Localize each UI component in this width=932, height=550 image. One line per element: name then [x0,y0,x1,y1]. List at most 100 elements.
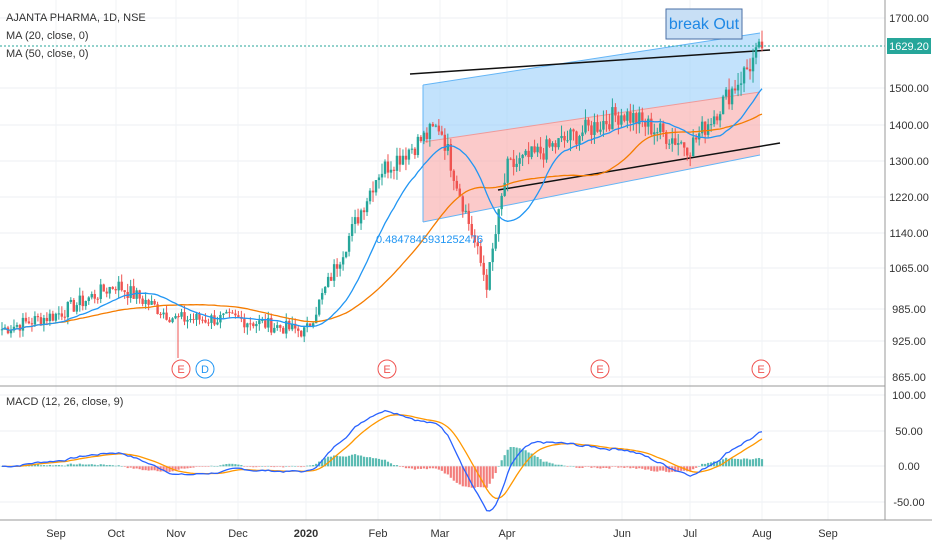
macd-tick-label: 0.00 [898,461,919,473]
macd-histogram-bar [596,466,599,469]
time-tick-label: 2020 [294,528,318,540]
macd-histogram-bar [509,447,512,467]
macd-histogram-bar [524,450,527,467]
macd-histogram-bar [243,466,246,467]
macd-axis[interactable]: 100.00 50.00 0.00 -50.00 [892,390,926,509]
macd-histogram-bar [689,466,692,472]
macd-histogram-bar [204,466,207,467]
time-tick-label: Aug [752,528,772,540]
candle-body [662,123,665,132]
resistance-trendline[interactable] [409,49,771,75]
time-axis[interactable]: Sep Oct Nov Dec 2020 Feb Mar Apr Jun Jul Aug Sep [46,528,838,540]
candle-body [338,264,342,269]
macd-histogram-bar [117,465,120,467]
macd-histogram-bar [602,466,605,468]
candle-body [578,136,581,145]
candle-body [497,209,500,235]
dividend-marker[interactable] [195,359,215,379]
candle-body [371,190,375,193]
candle-body [548,139,551,147]
candle-body [171,318,174,323]
earnings-marker[interactable] [171,359,191,379]
macd-histogram-bar [282,466,285,468]
macd-histogram-bar [395,465,399,467]
macd-histogram-bar [500,460,503,467]
candle-body [261,320,264,322]
macd-histogram-bar [680,466,683,471]
candle-body [207,322,210,324]
macd-histogram-bar [162,466,165,472]
macd-histogram-bar [114,465,117,467]
candle-body [431,123,435,127]
candle-body [27,321,31,324]
candle-body [674,138,677,145]
candle-body [506,158,509,183]
candle-body [9,330,13,334]
macd-histogram-bar [757,457,761,467]
macd-histogram-bar [111,465,114,467]
macd-histogram-bar [413,466,417,470]
candle-body [150,300,153,305]
macd-histogram-bar [431,466,434,469]
macd-histogram-bar [231,463,234,467]
candle-body [102,284,105,292]
support-trendline[interactable] [497,142,781,191]
grid-lines [0,0,885,520]
candle-body [401,155,405,165]
macd-tick-label: -50.00 [893,497,924,509]
candle-body [671,138,674,144]
macd-histogram-bar [485,466,488,488]
candle-body [63,316,67,318]
macd-histogram-bar [530,453,533,467]
macd-histogram-bar [479,466,482,488]
candle-body [569,129,572,141]
macd-histogram-bar [99,464,102,467]
candle-body [482,262,485,275]
candle-body [557,138,560,148]
candle-body [503,182,506,196]
candle-body [33,316,37,325]
earnings-marker[interactable] [590,359,610,379]
candle-body [470,223,473,236]
macd-histogram-bar [219,465,222,467]
macd-histogram-bar [234,464,237,467]
ma20-legend: MA (20, close, 0) [6,30,89,42]
candle-body [751,57,755,72]
candle-body [512,158,515,167]
last-price-badge [887,38,931,54]
candles-group [0,30,764,343]
candle-body [416,136,420,156]
macd-histogram-bar [467,466,470,488]
candle-body [276,325,279,328]
macd-histogram-bar [291,465,294,467]
candle-body [739,83,743,85]
macd-histogram-bar [156,466,159,472]
candle-body [51,313,55,321]
macd-histogram-bar [342,456,345,467]
macd-histogram-bar [503,455,506,467]
macd-histogram-bar [494,466,497,474]
macd-histogram-bar [533,455,536,467]
candle-body [584,119,587,133]
candle-body [404,155,408,160]
earnings-marker[interactable] [751,359,771,379]
macd-histogram-bar [371,458,375,467]
macd-histogram-bar [330,456,333,467]
macd-histogram-bar [249,466,252,467]
price-axis[interactable]: 1700.00 1500.00 1400.00 1300.00 1220.00 1140.… [889,13,929,384]
candle-body [141,298,144,304]
candle-body [159,314,162,316]
breakout-box[interactable] [665,8,743,40]
macd-histogram-bar [569,465,572,467]
macd-histogram-bar [754,458,758,467]
macd-histogram-bar [306,465,309,467]
candle-body [114,288,117,291]
candle-body [709,124,713,126]
macd-histogram-bar [614,466,617,467]
candle-body [685,147,689,156]
earnings-marker[interactable] [377,359,397,379]
candle-body [228,311,231,313]
candle-body [389,169,393,173]
candle-body [30,323,34,325]
